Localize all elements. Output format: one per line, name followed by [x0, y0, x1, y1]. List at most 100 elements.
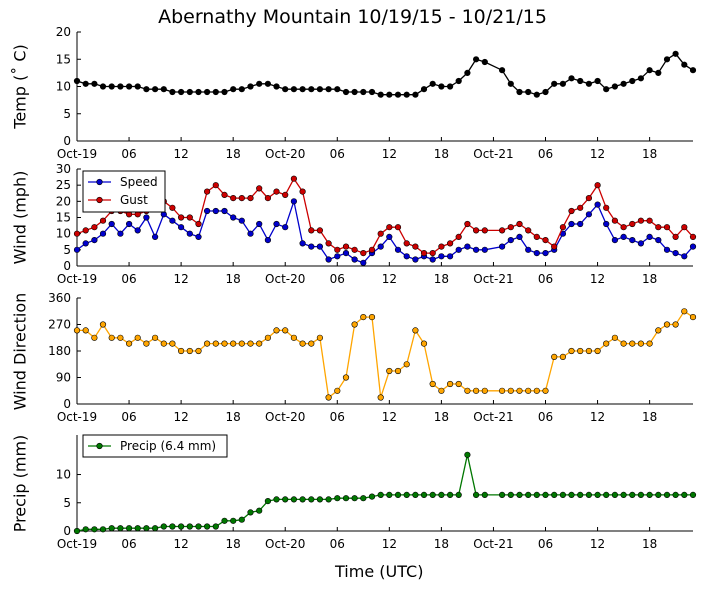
temp-series-point — [99, 83, 107, 90]
precip-precip-6-4-mm-point — [481, 491, 488, 499]
temp-y-tick-label: 5 — [63, 107, 71, 121]
temp-series-point — [429, 80, 436, 87]
wind-speed-point — [516, 233, 523, 240]
precip-precip-6-4-mm-point — [143, 525, 150, 532]
winddir-series-point — [368, 314, 376, 321]
wind-gust-point — [559, 224, 567, 231]
wind-speed-point — [273, 220, 280, 228]
winddir-series-point — [99, 321, 107, 328]
precip-precip-6-4-mm-point — [568, 491, 575, 499]
wind-gust-point — [195, 220, 202, 228]
winddir-series-point — [82, 327, 89, 334]
wind-gust-point — [447, 240, 454, 247]
temp-series-point — [178, 88, 185, 96]
precip-precip-6-4-mm-point — [256, 507, 263, 514]
winddir-x-tick-label: Oct-19 — [57, 410, 97, 424]
wind-speed-point — [655, 237, 662, 244]
temp-series-point — [689, 67, 697, 74]
precip-precip-6-4-mm-point — [351, 495, 358, 502]
temp-y-tick-label: 20 — [56, 25, 71, 39]
temp-series-point — [377, 91, 384, 98]
temp-series-point — [663, 56, 671, 63]
wind-x-tick-label: 06 — [330, 272, 345, 286]
precip-precip-6-4-mm-point — [533, 491, 540, 499]
winddir-y-tick-label: 360 — [48, 291, 71, 305]
wind-y-tick-label: 15 — [56, 211, 71, 225]
wind-gust-point — [169, 204, 176, 211]
wind-speed-point — [73, 246, 81, 253]
precip-precip-6-4-mm-point — [204, 523, 211, 530]
precip-x-tick-label: 12 — [590, 537, 605, 551]
temp-series-point — [230, 86, 237, 93]
precip-legend — [82, 434, 228, 458]
temp-series-point — [611, 83, 619, 90]
winddir-series-point — [160, 340, 167, 347]
wind-gust-point — [438, 243, 445, 250]
wind-x-tick-label: 12 — [382, 272, 397, 286]
wind-speed-point — [91, 237, 98, 244]
wind-speed-point — [282, 224, 289, 231]
precip-precip-6-4-mm-point — [542, 491, 549, 499]
wind-speed-point — [533, 250, 540, 257]
wind-speed-point — [542, 250, 549, 257]
wind-gust-point — [342, 243, 350, 250]
temp-series-point — [629, 77, 636, 85]
precip-precip-6-4-mm-point — [594, 491, 601, 499]
wind-gust-point — [334, 246, 341, 253]
temp-series-point — [256, 80, 263, 87]
wind-gust-point — [429, 250, 436, 257]
winddir-series-point — [559, 353, 567, 361]
wind-gust-point — [507, 224, 514, 231]
wind-gust-point — [316, 227, 324, 234]
precip-x-tick-label: Oct-19 — [57, 537, 97, 551]
wind-speed-point — [152, 233, 159, 240]
winddir-series-point — [143, 340, 150, 347]
temp-series-point — [360, 88, 367, 96]
winddir-series-point — [178, 347, 185, 355]
temp-series-point — [308, 86, 315, 93]
temp-series-point — [499, 67, 506, 74]
winddir-series-point — [585, 347, 593, 355]
temp-series-point — [342, 88, 350, 96]
winddir-series-point — [108, 334, 115, 341]
winddir-series-point — [447, 380, 454, 388]
wind-x-tick-label: 18 — [434, 272, 449, 286]
temp-x-tick-label: 18 — [434, 147, 449, 161]
temp-x-tick-label: 12 — [382, 147, 397, 161]
wind-y-tick-label: 30 — [56, 162, 71, 176]
wind-speed-point — [386, 233, 393, 240]
wind-gust-point — [351, 246, 358, 253]
wind-speed-point — [212, 207, 219, 215]
winddir-x-tick-label: 18 — [642, 410, 657, 424]
winddir-series-point — [629, 340, 636, 347]
temp-series-point — [394, 91, 402, 98]
wind-speed-point — [82, 240, 89, 247]
temp-series-point — [108, 83, 115, 90]
wind-gust-point — [73, 230, 81, 237]
wind-x-tick-label: 18 — [226, 272, 241, 286]
temp-x-tick-label: Oct-20 — [265, 147, 305, 161]
temp-series-point — [273, 83, 280, 90]
wind-y-tick-label: 0 — [63, 259, 71, 273]
wind-gust-point — [525, 227, 532, 234]
temp-series-point — [542, 88, 549, 96]
winddir-series-point — [455, 380, 462, 388]
temp-series-point — [91, 80, 98, 87]
winddir-x-tick-label: 06 — [330, 410, 345, 424]
temp-series-point — [420, 86, 428, 93]
wind-speed-point — [577, 220, 584, 228]
wind-speed-point — [134, 227, 141, 234]
wind-gust-point — [238, 195, 245, 202]
precip-precip-6-4-mm-point — [169, 523, 176, 530]
winddir-x-tick-label: 12 — [590, 410, 605, 424]
precip-precip-6-4-mm-point — [672, 491, 679, 499]
precip-precip-6-4-mm-point — [394, 491, 402, 499]
wind-gust-point — [481, 227, 488, 234]
winddir-series-point — [403, 361, 410, 368]
precip-precip-6-4-mm-point — [82, 526, 89, 533]
panel-precip-ylabel: Precip (mm) — [10, 434, 30, 532]
wind-speed-point — [455, 246, 462, 253]
wind-speed-point — [308, 243, 315, 250]
wind-speed-point — [438, 253, 445, 260]
winddir-series-point — [73, 327, 81, 334]
